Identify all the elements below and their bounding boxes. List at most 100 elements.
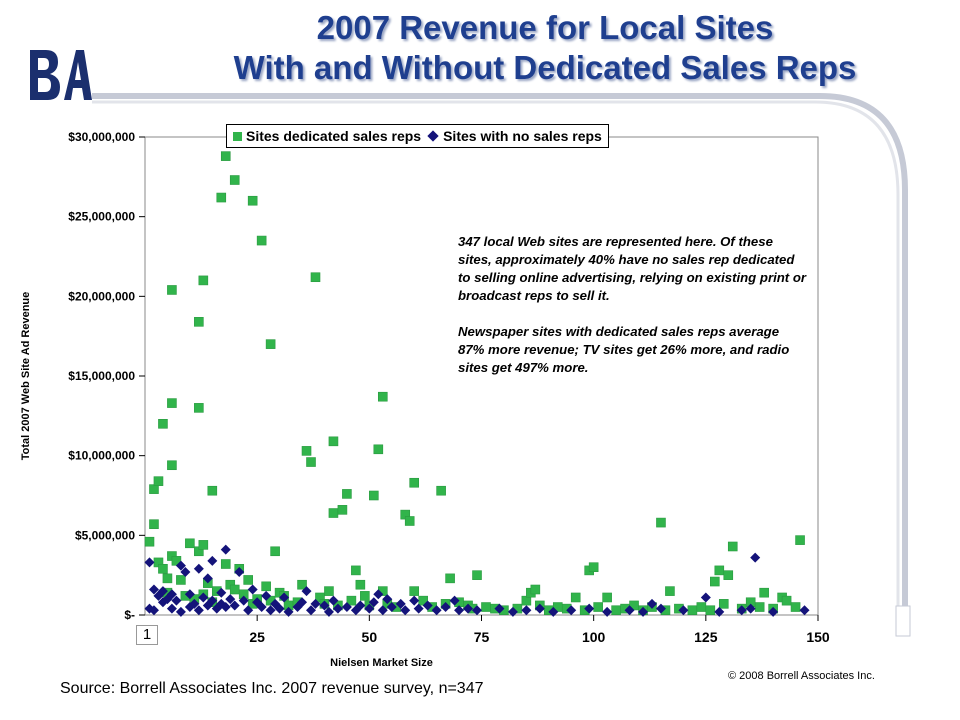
- point-dedicated-reps: [759, 587, 769, 598]
- point-no-reps: [377, 605, 388, 616]
- point-no-reps: [745, 603, 756, 614]
- point-dedicated-reps: [611, 605, 621, 616]
- point-no-reps: [507, 606, 518, 617]
- point-no-reps: [700, 592, 711, 603]
- point-no-reps: [238, 595, 249, 606]
- point-no-reps: [175, 606, 186, 617]
- title-line-2: With and Without Dedicated Sales Reps: [233, 49, 857, 86]
- point-dedicated-reps: [167, 398, 177, 408]
- point-no-reps: [202, 573, 213, 584]
- point-dedicated-reps: [754, 602, 765, 612]
- annotation-paragraph-1: 347 local Web sites are represented here…: [458, 234, 807, 303]
- point-dedicated-reps: [167, 285, 177, 295]
- title-line-1: 2007 Revenue for Local Sites: [316, 9, 774, 46]
- point-no-reps: [454, 605, 465, 616]
- point-dedicated-reps: [149, 484, 159, 494]
- point-dedicated-reps: [355, 579, 366, 590]
- point-dedicated-reps: [351, 565, 361, 576]
- y-tick-label: $30,000,000: [68, 130, 135, 144]
- y-tick-label: $25,000,000: [68, 210, 135, 224]
- point-no-reps: [364, 603, 375, 614]
- x-axis-label: Nielsen Market Size: [330, 657, 433, 669]
- point-no-reps: [534, 603, 545, 614]
- point-no-reps: [234, 566, 245, 577]
- point-dedicated-reps: [297, 579, 307, 590]
- point-dedicated-reps: [198, 540, 209, 550]
- point-dedicated-reps: [710, 576, 720, 587]
- point-no-reps: [332, 603, 343, 614]
- point-dedicated-reps: [328, 508, 339, 518]
- point-dedicated-reps: [521, 595, 532, 606]
- point-dedicated-reps: [149, 519, 159, 529]
- point-no-reps: [157, 586, 168, 597]
- point-no-reps: [166, 589, 177, 600]
- point-no-reps: [193, 563, 204, 574]
- point-no-reps: [494, 603, 505, 614]
- chart-annotation: 347 local Web sites are represented here…: [458, 233, 808, 395]
- x-tick-label: 50: [362, 629, 378, 645]
- point-no-reps: [166, 603, 177, 614]
- point-no-reps: [283, 606, 294, 617]
- point-dedicated-reps: [256, 235, 267, 246]
- point-dedicated-reps: [158, 563, 168, 574]
- point-dedicated-reps: [727, 541, 738, 552]
- point-dedicated-reps: [194, 317, 204, 327]
- point-no-reps: [341, 602, 352, 613]
- point-dedicated-reps: [301, 446, 312, 456]
- point-no-reps: [247, 584, 258, 595]
- point-no-reps: [301, 586, 312, 597]
- point-no-reps: [678, 605, 689, 616]
- point-no-reps: [409, 595, 420, 606]
- point-no-reps: [171, 595, 182, 606]
- point-no-reps: [274, 603, 285, 614]
- point-dedicated-reps: [718, 599, 729, 609]
- point-no-reps: [548, 606, 559, 617]
- borrell-associates-logo: BA: [30, 50, 92, 100]
- point-dedicated-reps: [153, 476, 164, 486]
- point-no-reps: [207, 555, 218, 566]
- point-dedicated-reps: [198, 275, 209, 286]
- point-no-reps: [265, 605, 276, 616]
- point-dedicated-reps: [481, 602, 491, 612]
- point-dedicated-reps: [261, 581, 271, 592]
- point-no-reps: [472, 605, 483, 616]
- point-dedicated-reps: [593, 602, 603, 612]
- point-no-reps: [386, 602, 397, 613]
- point-dedicated-reps: [216, 192, 227, 203]
- point-no-reps: [216, 587, 227, 598]
- point-no-reps: [799, 605, 810, 616]
- point-dedicated-reps: [790, 602, 801, 612]
- x-tick-label: 25: [249, 629, 265, 645]
- x-tick-label: 125: [694, 629, 718, 645]
- point-no-reps: [148, 605, 159, 616]
- point-no-reps: [319, 600, 330, 611]
- point-dedicated-reps: [409, 586, 420, 596]
- point-dedicated-reps: [472, 570, 482, 580]
- point-dedicated-reps: [337, 505, 348, 515]
- point-no-reps: [382, 594, 393, 605]
- legend-label-no-reps: Sites with no sales reps: [443, 128, 602, 144]
- point-no-reps: [198, 592, 209, 603]
- point-dedicated-reps: [377, 391, 388, 402]
- y-tick-label: $15,000,000: [68, 369, 135, 383]
- point-dedicated-reps: [665, 586, 675, 596]
- point-no-reps: [584, 603, 595, 614]
- point-no-reps: [449, 595, 460, 606]
- point-no-reps: [243, 605, 254, 616]
- point-no-reps: [256, 602, 267, 613]
- y-tick-label: $20,000,000: [68, 289, 135, 303]
- point-no-reps: [148, 584, 159, 595]
- point-no-reps: [220, 544, 231, 555]
- point-no-reps: [768, 606, 779, 617]
- point-no-reps: [175, 560, 186, 571]
- point-no-reps: [413, 603, 424, 614]
- point-dedicated-reps: [530, 584, 541, 595]
- point-no-reps: [306, 605, 317, 616]
- x-first-tick-label: 1: [136, 625, 158, 645]
- point-no-reps: [440, 602, 451, 613]
- point-no-reps: [463, 603, 474, 614]
- point-no-reps: [323, 606, 334, 617]
- point-no-reps: [655, 603, 666, 614]
- point-dedicated-reps: [373, 444, 384, 455]
